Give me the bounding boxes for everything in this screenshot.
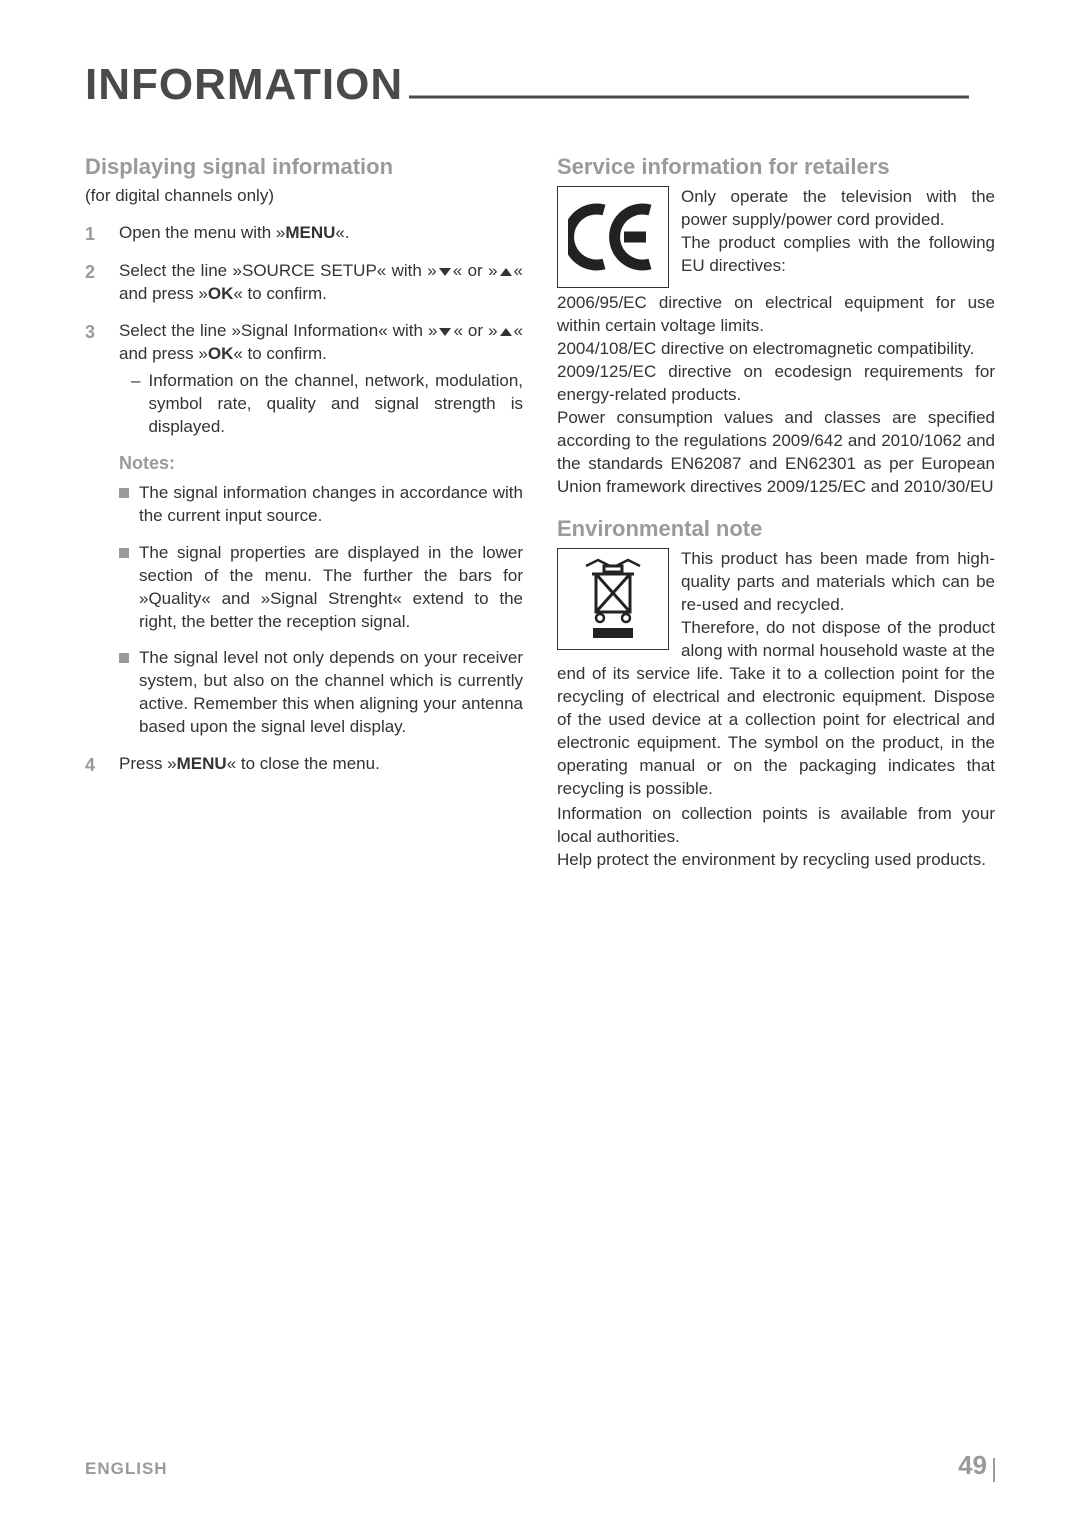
note-bullet: The signal properties are displayed in t… <box>119 542 523 634</box>
env-para: Information on collection points is avai… <box>557 803 995 849</box>
ok-label: OK <box>208 284 234 303</box>
note-text: The signal information changes in accord… <box>139 482 523 528</box>
menu-label: MENU <box>285 223 335 242</box>
step-text: Select the line »Signal Information« wit… <box>119 321 437 340</box>
step-text: Select the line »SOURCE SETUP« with » <box>119 261 437 280</box>
signal-heading: Displaying signal information <box>85 154 523 180</box>
step-text: « to close the menu. <box>227 754 380 773</box>
step-body: Open the menu with »MENU«. <box>119 222 523 246</box>
directive-text: 2006/95/EC directive on electrical equip… <box>557 292 995 338</box>
env-block: This product has been made from high-qua… <box>557 548 995 800</box>
content-columns: Displaying signal information (for digit… <box>85 154 995 872</box>
step-3: 3 Select the line »Signal Information« w… <box>85 320 523 439</box>
dash: – <box>131 370 140 439</box>
footer-bar-icon <box>993 1458 995 1482</box>
page-number: 49 <box>958 1450 987 1480</box>
step-text: « to confirm. <box>233 344 327 363</box>
square-bullet-icon <box>119 548 129 558</box>
step-number: 4 <box>85 753 101 777</box>
note-bullet: The signal information changes in accord… <box>119 482 523 528</box>
step-body: Select the line »Signal Information« wit… <box>119 320 523 439</box>
notes-heading: Notes: <box>119 453 523 474</box>
step-number: 3 <box>85 320 101 439</box>
footer-page-group: 49 <box>958 1450 995 1482</box>
weee-recycle-icon <box>557 548 669 650</box>
down-arrow-icon <box>437 326 453 338</box>
step-number: 2 <box>85 260 101 306</box>
step-body: Press »MENU« to close the menu. <box>119 753 523 777</box>
step-4: 4 Press »MENU« to close the menu. <box>85 753 523 777</box>
footer-language: ENGLISH <box>85 1459 168 1479</box>
up-arrow-icon <box>498 326 514 338</box>
square-bullet-icon <box>119 653 129 663</box>
subnote-text: Information on the channel, network, mod… <box>148 370 523 439</box>
down-arrow-icon <box>437 266 453 278</box>
right-column: Service information for retailers Only o… <box>557 154 995 872</box>
directive-text: 2009/125/EC directive on ecodesign requi… <box>557 361 995 407</box>
step-1: 1 Open the menu with »MENU«. <box>85 222 523 246</box>
note-bullet: The signal level not only depends on you… <box>119 647 523 739</box>
step-2: 2 Select the line »SOURCE SETUP« with » «… <box>85 260 523 306</box>
step-text: « or » <box>453 261 498 280</box>
step-subnote: – Information on the channel, network, m… <box>131 370 523 439</box>
step-text: Press » <box>119 754 177 773</box>
note-text: The signal properties are displayed in t… <box>139 542 523 634</box>
service-para: Power consumption values and classes are… <box>557 407 995 499</box>
step-text: « to confirm. <box>233 284 327 303</box>
env-para: Help protect the environment by recyclin… <box>557 849 995 872</box>
step-text: «. <box>335 223 349 242</box>
signal-subtitle: (for digital channels only) <box>85 186 523 206</box>
note-text: The signal level not only depends on you… <box>139 647 523 739</box>
service-heading: Service information for retailers <box>557 154 995 180</box>
up-arrow-icon <box>498 266 514 278</box>
menu-label: MENU <box>177 754 227 773</box>
step-text: « or » <box>453 321 497 340</box>
env-heading: Environmental note <box>557 516 995 542</box>
service-block: Only operate the television with the pow… <box>557 186 995 290</box>
step-number: 1 <box>85 222 101 246</box>
left-column: Displaying signal information (for digit… <box>85 154 523 872</box>
step-text: Open the menu with » <box>119 223 285 242</box>
square-bullet-icon <box>119 488 129 498</box>
page-footer: ENGLISH 49 <box>85 1450 995 1482</box>
ce-mark-icon <box>557 186 669 288</box>
chapter-title: INFORMATION <box>85 60 403 110</box>
ok-label: OK <box>208 344 234 363</box>
title-underline <box>409 95 969 99</box>
chapter-title-row: INFORMATION <box>85 60 995 114</box>
step-body: Select the line »SOURCE SETUP« with » « o… <box>119 260 523 306</box>
directive-text: 2004/108/EC directive on electromagnetic… <box>557 338 995 361</box>
